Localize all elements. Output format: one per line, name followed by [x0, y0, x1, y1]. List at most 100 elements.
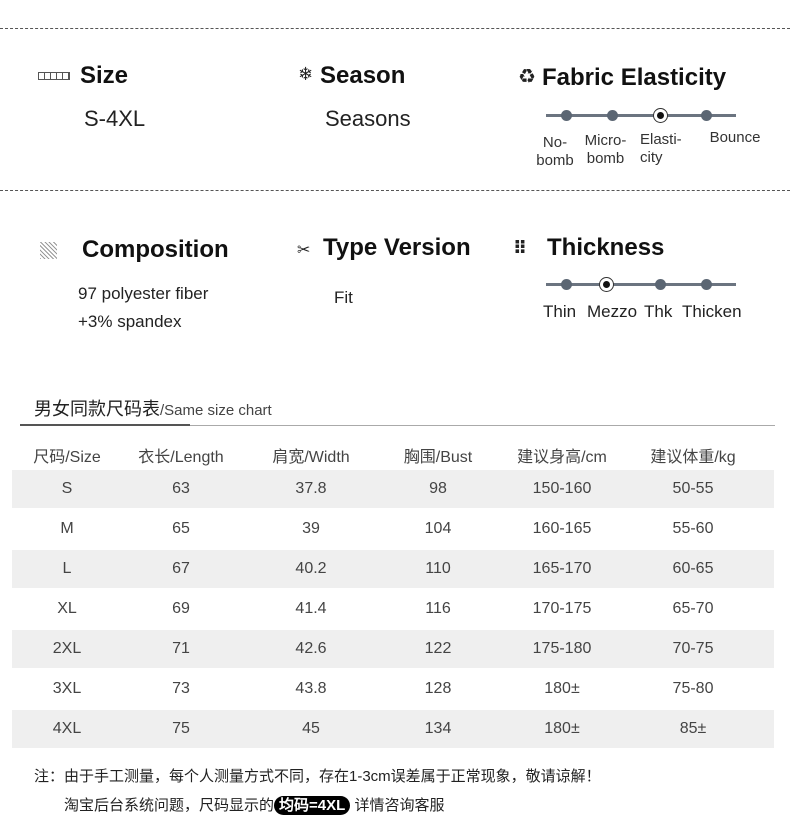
table-cell: 98 — [429, 480, 447, 497]
table-cell: 63 — [172, 480, 190, 497]
table-cell: 160-165 — [532, 520, 592, 537]
scale-dot — [701, 110, 712, 121]
table-row: 2XL 71 42.6 122 175-180 70-75 — [12, 630, 774, 668]
type-value: Fit — [334, 288, 353, 307]
divider — [0, 28, 790, 29]
scale-dot-selected — [653, 108, 668, 123]
table-cell: 128 — [424, 680, 452, 697]
column-header: 建议体重/kg — [650, 449, 736, 466]
composition-line2: +3% spandex — [78, 312, 182, 331]
size-title: Size — [80, 62, 129, 89]
column-header: 建议身高/cm — [517, 449, 607, 466]
table-cell: 2XL — [52, 640, 82, 657]
thickness-level: Thin — [543, 302, 577, 321]
elasticity-level: Elasti- city — [640, 131, 682, 166]
thickness-scale — [546, 277, 736, 292]
table-cell: L — [62, 560, 72, 577]
table-cell: 175-180 — [532, 640, 592, 657]
table-cell: 180± — [544, 680, 580, 697]
title-underline-accent — [20, 424, 190, 426]
thickness-level: Mezzo — [587, 302, 638, 321]
table-cell: 70-75 — [672, 640, 714, 657]
table-cell: XL — [57, 600, 77, 617]
scale-dot — [655, 279, 666, 290]
title-en: /Same size chart — [160, 402, 272, 419]
scale-dot — [701, 279, 712, 290]
table-cell: 39 — [302, 520, 320, 537]
column-header: 肩宽/Width — [272, 449, 350, 466]
elasticity-level: Bounce — [709, 129, 761, 146]
table-cell: 67 — [172, 560, 190, 577]
scissors-icon: ✂ — [297, 242, 311, 259]
elasticity-level: No- bomb — [536, 134, 574, 169]
table-cell: 65-70 — [672, 600, 714, 617]
table-cell: 3XL — [52, 680, 82, 697]
column-header: 尺码/Size — [33, 449, 101, 466]
table-cell: 180± — [544, 720, 580, 737]
table-cell: 110 — [425, 560, 451, 577]
table-cell: 40.2 — [295, 560, 327, 577]
table-row: M 65 39 104 160-165 55-60 — [12, 510, 774, 548]
type-title: Type Version — [323, 234, 471, 261]
ruler-icon — [38, 72, 70, 80]
table-cell: 65 — [172, 520, 190, 537]
scale-dot-selected — [599, 277, 614, 292]
table-cell: 60-65 — [672, 560, 714, 577]
table-cell: 122 — [424, 640, 452, 657]
thickness-title: Thickness — [547, 234, 665, 261]
note-text: 详情咨询客服 — [350, 797, 445, 814]
size-chart-title: 男女同款尺码表/Same size chart — [34, 395, 272, 421]
composition-line1: 97 polyester fiber — [78, 284, 209, 303]
scale-dot — [607, 110, 618, 121]
recycle-icon: ♻ — [518, 66, 536, 88]
grid-dots-icon: ⠿ — [513, 238, 527, 258]
title-cn: 男女同款尺码表 — [34, 399, 160, 419]
title-underline — [20, 425, 775, 426]
note-line1: 注：由于手工测量，每个人测量方式不同，存在1-3cm误差属于正常现象，敬请谅解！ — [34, 768, 601, 785]
table-cell: 55-60 — [672, 520, 714, 537]
table-cell: 69 — [172, 600, 190, 617]
composition-title: Composition — [82, 236, 229, 263]
table-cell: 85± — [679, 720, 707, 737]
table-cell: 71 — [172, 640, 190, 657]
scale-dot — [561, 110, 572, 121]
table-cell: 116 — [425, 600, 451, 617]
thickness-level: Thicken — [682, 302, 742, 321]
table-cell: 170-175 — [532, 600, 592, 617]
snowflake-icon: ❄ — [298, 64, 314, 84]
table-row: XL 69 41.4 116 170-175 65-70 — [12, 590, 774, 628]
scale-dot — [561, 279, 572, 290]
table-cell: 4XL — [52, 720, 82, 737]
table-row: S 63 37.8 98 150-160 50-55 — [12, 470, 774, 508]
table-cell: 104 — [424, 520, 452, 537]
size-badge: 均码=4XL — [274, 796, 351, 815]
table-cell: 75-80 — [672, 680, 714, 697]
hatched-square-icon — [40, 242, 57, 259]
table-cell: 165-170 — [532, 560, 592, 577]
season-title: Season — [320, 62, 406, 89]
table-row: 4XL 75 45 134 180± 85± — [12, 710, 774, 748]
table-cell: 50-55 — [672, 480, 714, 497]
elasticity-title: Fabric Elasticity — [542, 64, 727, 91]
divider — [0, 190, 790, 191]
column-header: 胸围/Bust — [403, 449, 473, 466]
table-cell: 43.8 — [295, 680, 327, 697]
table-cell: 150-160 — [532, 480, 592, 497]
size-value: S-4XL — [84, 106, 146, 131]
season-value: Seasons — [325, 106, 411, 131]
elasticity-level: Micro- bomb — [584, 132, 627, 167]
elasticity-scale — [546, 108, 736, 123]
table-cell: 42.6 — [295, 640, 327, 657]
table-cell: M — [60, 520, 74, 537]
column-header: 衣长/Length — [138, 449, 224, 466]
table-cell: 134 — [424, 720, 452, 737]
table-row: L 67 40.2 110 165-170 60-65 — [12, 550, 774, 588]
table-cell: 37.8 — [295, 480, 327, 497]
thickness-level: Thk — [644, 302, 673, 321]
note-text: 淘宝后台系统问题，尺码显示的 — [64, 797, 275, 814]
table-row: 3XL 73 43.8 128 180± 75-80 — [12, 670, 774, 708]
table-cell: 73 — [172, 680, 190, 697]
table-cell: S — [61, 480, 73, 497]
table-cell: 75 — [172, 720, 190, 737]
table-cell: 45 — [302, 720, 320, 737]
